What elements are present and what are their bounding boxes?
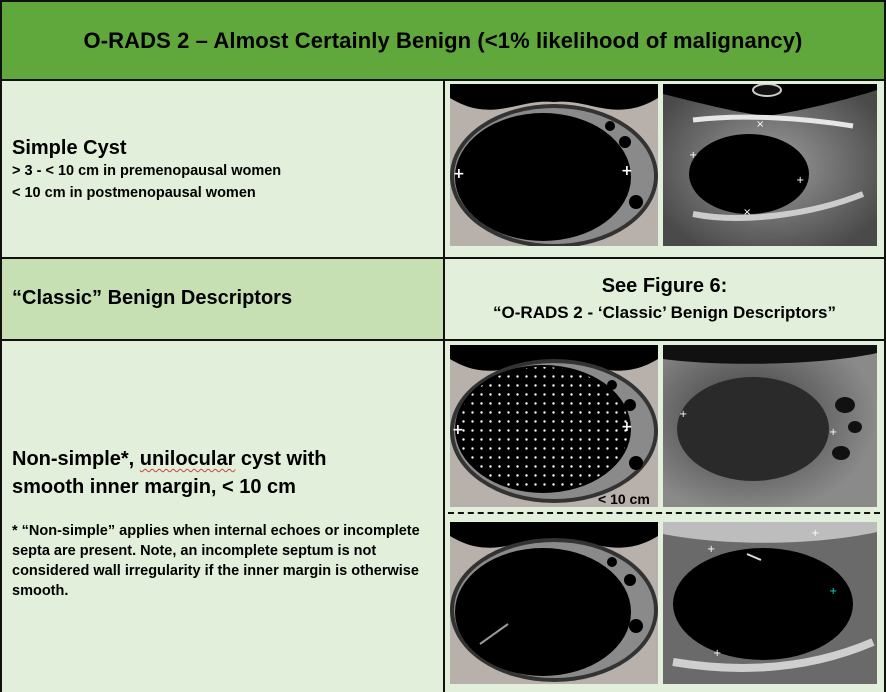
nonsimple-title-part2: cyst with bbox=[235, 448, 327, 470]
image-divider bbox=[448, 512, 880, 514]
svg-text:+: + bbox=[713, 648, 721, 659]
nonsimple-echoes-ultrasound: + + bbox=[663, 345, 877, 507]
svg-text:+: + bbox=[707, 544, 715, 555]
svg-text:+: + bbox=[679, 409, 687, 420]
table-header: O-RADS 2 – Almost Certainly Benign (<1% … bbox=[2, 2, 884, 81]
svg-text:×: × bbox=[743, 207, 751, 218]
classic-title: “Classic” Benign Descriptors bbox=[12, 287, 293, 309]
size-label: < 10 cm bbox=[598, 491, 650, 507]
svg-text:+: + bbox=[621, 419, 633, 435]
svg-text:+: + bbox=[453, 166, 465, 182]
simple-cyst-title: Simple Cyst bbox=[12, 137, 127, 159]
svg-text:+: + bbox=[452, 422, 464, 438]
classic-cell: “Classic” Benign Descriptors bbox=[2, 259, 445, 341]
simple-cyst-criteria-1: > 3 - < 10 cm in premenopausal women bbox=[12, 163, 282, 179]
simple-cyst-diagram: + + bbox=[450, 84, 658, 246]
table-title: O-RADS 2 – Almost Certainly Benign (<1% … bbox=[83, 27, 803, 53]
see-figure-label: See Figure 6: bbox=[601, 275, 728, 297]
simple-cyst-criteria-2: < 10 cm in postmenopausal women bbox=[12, 185, 256, 201]
nonsimple-septum-ultrasound: + + + + bbox=[663, 522, 877, 684]
svg-text:+: + bbox=[796, 175, 804, 186]
simple-cyst-cell: Simple Cyst > 3 - < 10 cm in premenopaus… bbox=[2, 81, 445, 259]
nonsimple-title-underlined: unilocular bbox=[139, 448, 236, 470]
svg-text:+: + bbox=[811, 528, 819, 539]
nonsimple-title-line2: smooth inner margin, < 10 cm bbox=[12, 476, 296, 498]
svg-text:+: + bbox=[621, 163, 633, 179]
nonsimple-septum-diagram bbox=[450, 522, 658, 684]
simple-cyst-ultrasound: × + + × bbox=[663, 84, 877, 246]
nonsimple-title: Non-simple*, unilocular cyst with smooth… bbox=[12, 445, 327, 501]
nonsimple-echoes-diagram: + + bbox=[450, 345, 658, 507]
svg-text:+: + bbox=[689, 150, 697, 161]
svg-text:+: + bbox=[829, 586, 837, 597]
see-figure-title: “O-RADS 2 - ‘Classic’ Benign Descriptors… bbox=[493, 303, 836, 322]
svg-text:+: + bbox=[829, 427, 837, 438]
nonsimple-cell: Non-simple*, unilocular cyst with smooth… bbox=[2, 341, 445, 692]
nonsimple-title-part1: Non-simple*, bbox=[12, 448, 140, 470]
nonsimple-footnote: * “Non-simple” applies when internal ech… bbox=[12, 523, 420, 599]
svg-text:×: × bbox=[756, 119, 764, 130]
classic-see-cell: See Figure 6: “O-RADS 2 - ‘Classic’ Beni… bbox=[445, 259, 884, 341]
